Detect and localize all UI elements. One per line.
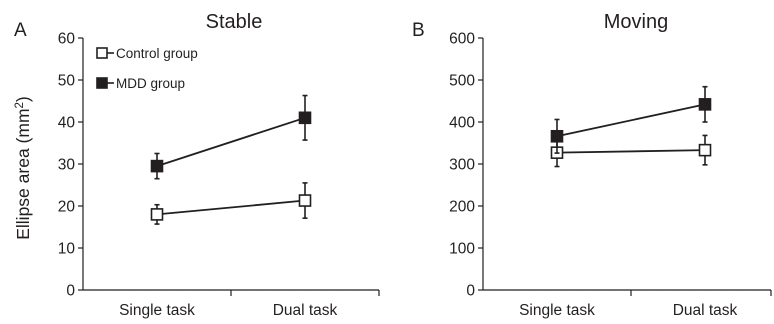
legend-item-control: Control group [96,46,198,61]
panel-a-title: Stable [206,11,263,33]
panel-b-y-tick-label: 0 [466,283,475,300]
panel-b-x-ticks: Single task Dual task [519,290,772,319]
panel-b-series [550,85,712,168]
panel-b-category-label: Single task [519,302,595,319]
panel-a-letter: A [14,20,27,41]
panel-b-point-mdd [550,129,564,143]
panel-b-point-mdd [698,98,712,111]
panel-a-y-tick-label: 0 [66,283,75,300]
panel-b-y-tick-label: 600 [449,31,475,48]
panel-b-y-tick-label: 300 [449,157,475,174]
panel-a-ylabel-main: Ellipse area (mm [13,108,33,239]
panel-a-x-ticks: Single task Dual task [119,290,380,319]
panel-b-line-mdd [556,103,706,138]
panel-a-point-control [298,194,312,207]
panel-a-point-control [150,208,164,221]
panel-a-y-tick-label: 10 [58,241,76,258]
panel-a-y-tick-label: 60 [58,31,76,48]
legend-item-mdd: MDD group [96,76,185,91]
panel-a-category-label: Single task [119,302,195,319]
panel-a-ylabel-sup: 2 [14,102,26,108]
legend-label-mdd: MDD group [116,76,185,91]
panel-b-letter: B [412,20,425,41]
panel-a: A Stable Ellipse area (mm2) 0 10 20 30 40 50 6… [13,11,380,319]
panel-a-category-label: Dual task [273,302,338,319]
panel-a-y-tick-label: 50 [58,73,76,90]
panel-b-line-control [556,149,706,154]
panel-a-point-mdd [298,111,312,125]
panel-b-y-tick-label: 400 [449,115,475,132]
legend-marker-open-square [96,47,108,59]
panel-a-y-tick-label: 20 [58,199,76,216]
panel-b-y-tick-label: 200 [449,199,475,216]
panel-b-y-tick-label: 100 [449,241,475,258]
panel-b-y-ticks: 0 100 200 300 400 500 600 [449,31,483,300]
panel-a-line-control [156,199,306,216]
panel-b-point-control [698,143,712,157]
panel-a-y-ticks: 0 10 20 30 40 50 60 [58,31,83,300]
panel-b-title: Moving [604,11,668,33]
panel-b-category-label: Dual task [673,302,738,319]
legend-label-control: Control group [116,46,198,61]
panel-b-y-tick-label: 500 [449,73,475,90]
panel-a-series [150,94,312,225]
panel-a-y-tick-label: 30 [58,157,76,174]
panel-a-ylabel: Ellipse area (mm2) [13,96,33,240]
legend: Control group MDD group [96,46,198,91]
panel-a-ylabel-close: ) [13,96,33,102]
panel-b: B Moving 0 100 200 300 400 500 600 Single task… [412,11,772,319]
panel-a-y-tick-label: 40 [58,115,76,132]
panel-a-point-mdd [150,159,164,173]
legend-marker-filled-square [96,77,108,89]
panel-a-line-mdd [156,116,306,167]
